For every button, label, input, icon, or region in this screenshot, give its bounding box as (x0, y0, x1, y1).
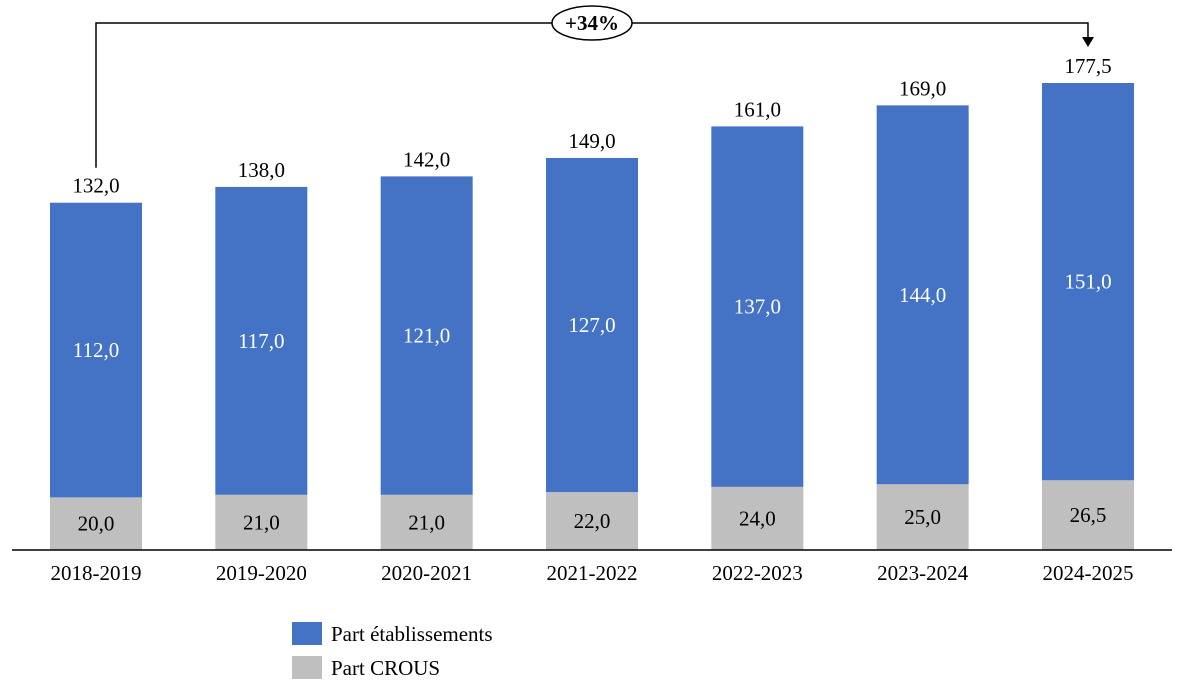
bar-etablissements (711, 126, 804, 487)
bar-etablissements (380, 176, 473, 495)
value-label-etablissements: 112,0 (73, 338, 119, 362)
growth-arrowhead (1081, 37, 1094, 47)
growth-badge (551, 5, 633, 41)
bar-crous (1041, 480, 1134, 550)
value-label-crous: 22,0 (574, 509, 611, 533)
total-label: 161,0 (734, 97, 781, 121)
total-label: 177,5 (1064, 54, 1111, 78)
value-label-etablissements: 117,0 (238, 329, 284, 353)
bar-etablissements (876, 105, 969, 485)
bar-crous (711, 486, 804, 550)
x-tick-label: 2024-2025 (1042, 561, 1133, 585)
value-label-crous: 26,5 (1070, 503, 1107, 527)
legend-label-crous: Part CROUS (331, 656, 440, 680)
legend: Part établissements Part CROUS (292, 622, 493, 680)
bar-etablissements (215, 186, 308, 495)
value-label-crous: 21,0 (408, 510, 445, 534)
x-tick-label: 2023-2024 (877, 561, 968, 585)
legend-swatch-crous (292, 656, 322, 679)
growth-annotation: +34% (95, 5, 1094, 168)
bars-layer (50, 83, 1134, 550)
value-label-crous: 25,0 (904, 505, 941, 529)
bar-etablissements (50, 202, 142, 498)
value-label-etablissements: 144,0 (899, 283, 946, 307)
growth-label: +34% (565, 11, 619, 35)
legend-swatch-etablissements (292, 622, 322, 645)
bar-etablissements (1041, 83, 1134, 481)
x-tick-label: 2021-2022 (546, 561, 637, 585)
bar-crous (215, 494, 308, 550)
labels-layer: 20,0 112,0 132,0 21,0 117,0 138,0 21,0 121,0 142… (72, 54, 1111, 536)
bar-crous (50, 497, 142, 550)
value-label-etablissements: 121,0 (403, 324, 450, 348)
x-tick-label: 2020-2021 (381, 561, 472, 585)
total-label: 142,0 (403, 147, 450, 171)
bar-crous (380, 494, 473, 550)
total-label: 169,0 (899, 76, 946, 100)
bar-etablissements (545, 157, 638, 493)
bar-crous (545, 492, 638, 550)
total-label: 132,0 (72, 174, 119, 198)
value-label-crous: 24,0 (739, 506, 776, 530)
value-label-crous: 20,0 (78, 512, 115, 536)
value-label-etablissements: 151,0 (1064, 270, 1111, 294)
x-tick-labels: 2018-2019 2019-2020 2020-2021 2021-2022 2022… (51, 561, 1134, 585)
value-label-etablissements: 127,0 (568, 313, 615, 337)
total-label: 138,0 (238, 158, 285, 182)
x-tick-label: 2018-2019 (51, 561, 142, 585)
x-tick-label: 2022-2023 (712, 561, 803, 585)
x-tick-label: 2019-2020 (216, 561, 307, 585)
bar-crous (876, 484, 969, 550)
value-label-crous: 21,0 (243, 510, 280, 534)
value-label-etablissements: 137,0 (734, 295, 781, 319)
total-label: 149,0 (568, 129, 615, 153)
legend-label-etablissements: Part établissements (331, 622, 493, 646)
